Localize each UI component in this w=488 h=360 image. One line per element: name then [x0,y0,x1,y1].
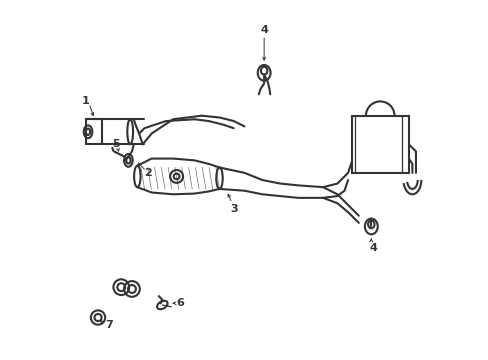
Text: 3: 3 [230,203,237,213]
Ellipse shape [83,125,92,138]
Text: 5: 5 [112,139,120,149]
Text: 4: 4 [260,25,267,35]
Text: 2: 2 [144,168,152,178]
Text: 6: 6 [176,298,184,308]
Ellipse shape [86,129,90,135]
Text: 7: 7 [104,320,112,330]
Text: 4: 4 [369,243,377,253]
Text: 1: 1 [81,96,89,107]
Bar [351,116,408,173]
